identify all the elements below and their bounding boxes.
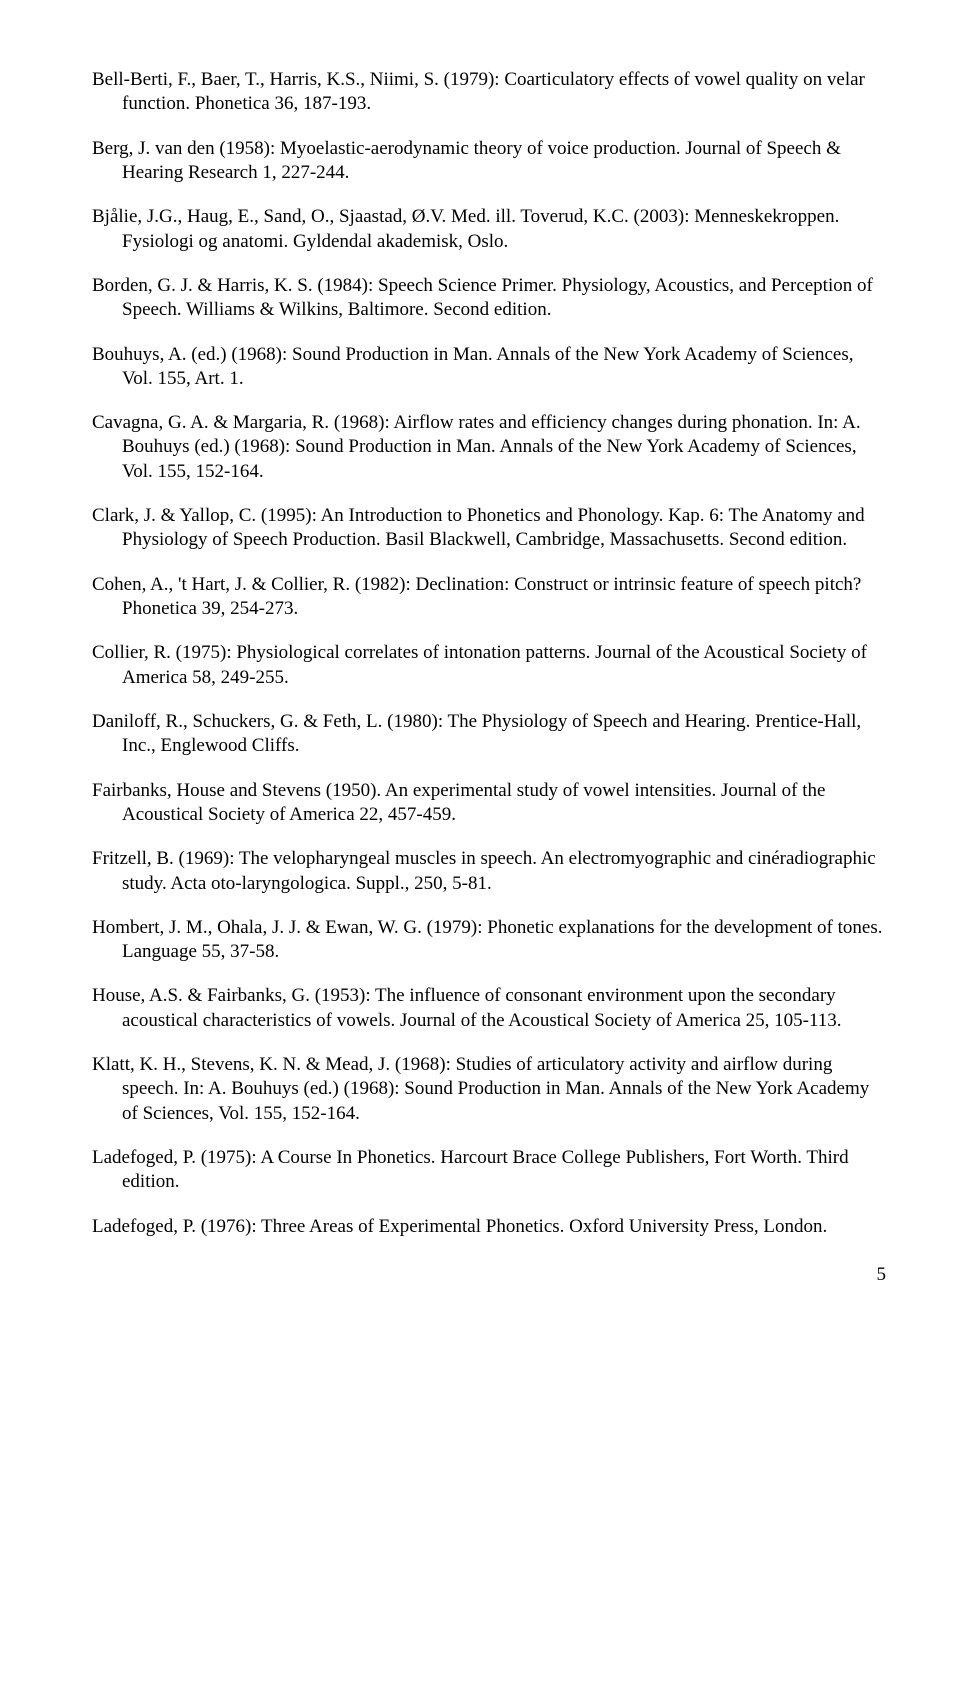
reference-entry: Cavagna, G. A. & Margaria, R. (1968): Ai…: [92, 411, 888, 484]
reference-entry: Bouhuys, A. (ed.) (1968): Sound Producti…: [92, 343, 888, 392]
reference-entry: Collier, R. (1975): Physiological correl…: [92, 641, 888, 690]
reference-entry: Ladefoged, P. (1976): Three Areas of Exp…: [92, 1215, 888, 1239]
reference-entry: Borden, G. J. & Harris, K. S. (1984): Sp…: [92, 274, 888, 323]
reference-entry: Ladefoged, P. (1975): A Course In Phonet…: [92, 1146, 888, 1195]
references-list: Bell-Berti, F., Baer, T., Harris, K.S., …: [92, 68, 888, 1239]
reference-entry: Clark, J. & Yallop, C. (1995): An Introd…: [92, 504, 888, 553]
reference-entry: Bjålie, J.G., Haug, E., Sand, O., Sjaast…: [92, 205, 888, 254]
reference-entry: Cohen, A., 't Hart, J. & Collier, R. (19…: [92, 573, 888, 622]
reference-entry: House, A.S. & Fairbanks, G. (1953): The …: [92, 984, 888, 1033]
reference-entry: Daniloff, R., Schuckers, G. & Feth, L. (…: [92, 710, 888, 759]
reference-entry: Berg, J. van den (1958): Myoelastic-aero…: [92, 137, 888, 186]
reference-entry: Fritzell, B. (1969): The velopharyngeal …: [92, 847, 888, 896]
reference-entry: Hombert, J. M., Ohala, J. J. & Ewan, W. …: [92, 916, 888, 965]
page-number: 5: [92, 1263, 888, 1287]
reference-entry: Klatt, K. H., Stevens, K. N. & Mead, J. …: [92, 1053, 888, 1126]
reference-entry: Fairbanks, House and Stevens (1950). An …: [92, 779, 888, 828]
reference-entry: Bell-Berti, F., Baer, T., Harris, K.S., …: [92, 68, 888, 117]
